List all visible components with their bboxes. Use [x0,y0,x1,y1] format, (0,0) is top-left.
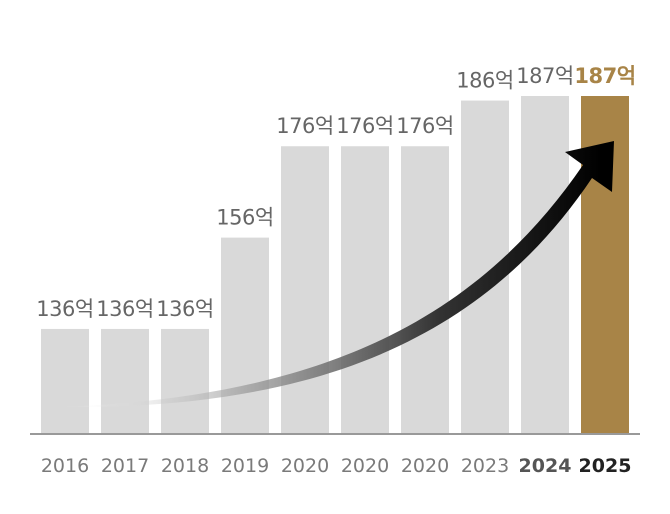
x-tick-label-3: 2019 [221,455,269,477]
x-tick-label-9: 2025 [579,455,632,477]
bar-2016-0 [41,328,89,434]
value-label-9: 187억 [574,64,635,88]
bar-2020-6 [401,146,449,435]
value-label-1: 136억 [96,297,153,321]
bar-2017-1 [101,328,149,434]
value-label-2: 136억 [156,297,213,321]
x-tick-label-5: 2020 [341,455,389,477]
x-tick-label-7: 2023 [461,455,509,477]
bar-2024-8 [521,96,569,434]
bar-2020-5 [341,146,389,435]
value-label-0: 136억 [36,297,93,321]
bars-layer [41,96,629,435]
x-tick-label-6: 2020 [401,455,449,477]
value-label-3: 156억 [216,206,273,230]
trend-arrow-icon [60,141,614,408]
bar-2020-4 [281,146,329,435]
bar-2019-3 [221,237,269,434]
value-label-7: 186억 [456,69,513,93]
x-tick-label-0: 2016 [41,455,89,477]
x-tick-label-4: 2020 [281,455,329,477]
value-label-4: 176억 [276,114,333,138]
value-label-8: 187억 [516,64,573,88]
x-tick-label-1: 2017 [101,455,149,477]
value-label-5: 176억 [336,114,393,138]
x-tick-label-8: 2024 [519,455,572,477]
bar-2018-2 [161,328,209,434]
x-tick-labels-layer: 2016 2017 2018 2019 2020 2020 2020 2023 2024 2025 [41,455,632,477]
x-tick-label-2: 2018 [161,455,209,477]
value-label-6: 176억 [396,114,453,138]
